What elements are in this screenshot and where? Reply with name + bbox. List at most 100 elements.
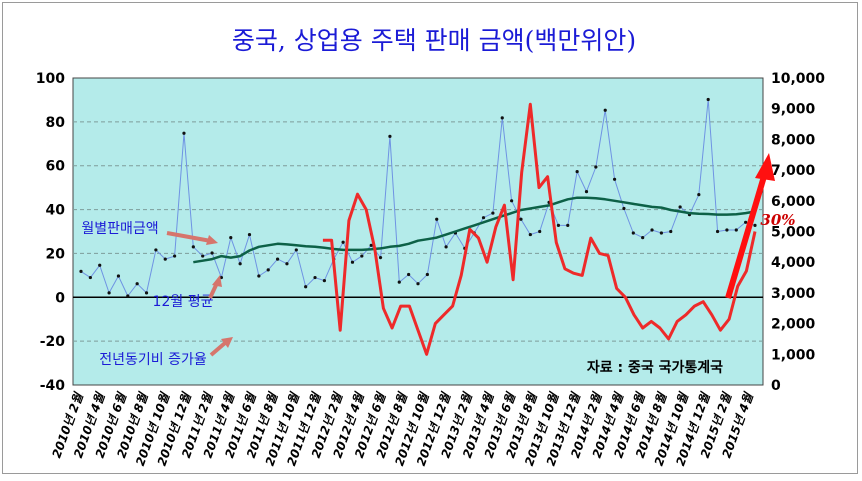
monthly-series-label: 월별판매금액 bbox=[81, 221, 158, 237]
monthly-label-arrow bbox=[166, 231, 212, 243]
series-point-0 bbox=[659, 231, 663, 235]
pct-label: 30% bbox=[760, 211, 795, 229]
yoy-series-label: 전년동기비 증가율 bbox=[99, 352, 207, 368]
right-tick-label: 8,000 bbox=[771, 132, 816, 148]
series-point-0 bbox=[481, 216, 486, 220]
series-point-0 bbox=[238, 262, 242, 266]
series-point-0 bbox=[734, 228, 738, 232]
left-tick-label: 20 bbox=[46, 246, 66, 262]
series-point-0 bbox=[201, 254, 205, 258]
left-tick-label: 100 bbox=[36, 71, 65, 87]
series-point-0 bbox=[725, 228, 729, 232]
series-line-2 bbox=[322, 102, 757, 356]
chart-title: 중국, 상업용 주택 판매 금액(백만위안) bbox=[232, 26, 636, 55]
source-note: 자료 : 중국 국가통계국 bbox=[587, 360, 723, 376]
series-point-0 bbox=[369, 243, 373, 247]
series-point-0 bbox=[510, 199, 514, 203]
series-point-0 bbox=[397, 280, 401, 284]
right-tick-label: 9,000 bbox=[771, 102, 816, 118]
series-point-0 bbox=[285, 262, 289, 266]
series-point-0 bbox=[88, 275, 92, 280]
series-point-0 bbox=[715, 229, 720, 234]
series-point-0 bbox=[173, 254, 177, 258]
series-point-0 bbox=[491, 211, 495, 215]
series-point-0 bbox=[753, 223, 757, 227]
series-point-0 bbox=[229, 236, 233, 240]
series-point-0 bbox=[126, 294, 130, 298]
series-point-0 bbox=[116, 274, 121, 278]
series-point-0 bbox=[154, 248, 158, 252]
series-point-0 bbox=[435, 217, 439, 221]
series-point-0 bbox=[360, 254, 364, 258]
left-tick-label: 60 bbox=[46, 159, 66, 175]
series-point-0 bbox=[697, 193, 701, 197]
chart-svg: -40 -20 0 20 40 60 80 100 0 1,000 2,000 3,000 4,000… bbox=[36, 26, 826, 468]
right-tick-label: 7,000 bbox=[771, 163, 816, 179]
series-point-0 bbox=[538, 229, 542, 234]
series-point-0 bbox=[163, 257, 167, 261]
series-point-0 bbox=[575, 170, 579, 174]
right-tick-label: 6,000 bbox=[771, 194, 816, 210]
series-point-0 bbox=[500, 116, 504, 120]
right-tick-label: 0 bbox=[771, 378, 781, 394]
series-point-0 bbox=[257, 274, 261, 278]
gridlines bbox=[73, 121, 763, 342]
series-point-0 bbox=[678, 205, 682, 209]
monthly-label-arrowhead bbox=[206, 235, 218, 245]
series-point-0 bbox=[407, 272, 411, 277]
series-point-0 bbox=[219, 275, 224, 280]
series-point-0 bbox=[444, 245, 448, 249]
series-point-0 bbox=[378, 255, 383, 260]
right-tick-label: 5,000 bbox=[771, 225, 816, 241]
series-point-0 bbox=[566, 223, 570, 227]
yoy-label-arrow bbox=[209, 341, 227, 357]
avg-series-label: 12월 평균 bbox=[153, 294, 214, 310]
left-tick-label: 40 bbox=[46, 203, 66, 219]
yoy-label-arrowhead bbox=[221, 337, 233, 348]
series-point-0 bbox=[322, 279, 326, 283]
right-tick-label: 3,000 bbox=[771, 286, 816, 302]
series-point-0 bbox=[669, 229, 673, 234]
series-point-0 bbox=[594, 165, 598, 169]
series-point-0 bbox=[388, 134, 392, 138]
right-axis-ticks: 0 1,000 2,000 3,000 4,000 5,000 6,000 7,000 8,00… bbox=[771, 71, 825, 394]
series-layer bbox=[79, 97, 757, 356]
series-point-0 bbox=[744, 220, 748, 224]
series-point-0 bbox=[519, 217, 523, 221]
series-point-0 bbox=[304, 285, 308, 289]
series-point-0 bbox=[79, 269, 83, 274]
series-point-0 bbox=[182, 131, 186, 135]
series-point-0 bbox=[612, 177, 617, 181]
left-tick-label: 0 bbox=[55, 290, 65, 306]
series-point-0 bbox=[416, 282, 420, 286]
series-point-0 bbox=[350, 260, 355, 264]
series-point-0 bbox=[107, 291, 111, 295]
series-point-0 bbox=[98, 263, 102, 267]
right-tick-label: 2,000 bbox=[771, 317, 816, 333]
series-point-0 bbox=[622, 206, 626, 211]
series-point-0 bbox=[210, 251, 214, 255]
series-line-1 bbox=[193, 196, 756, 264]
series-point-0 bbox=[584, 189, 589, 194]
series-point-0 bbox=[603, 108, 607, 112]
trend-arrowhead bbox=[755, 153, 775, 181]
trend-arrow bbox=[725, 172, 768, 299]
series-point-0 bbox=[556, 223, 561, 227]
series-point-0 bbox=[528, 232, 532, 237]
series-point-0 bbox=[631, 231, 635, 235]
series-point-0 bbox=[341, 240, 345, 244]
series-point-0 bbox=[641, 236, 645, 240]
series-point-0 bbox=[706, 97, 710, 102]
series-point-0 bbox=[247, 232, 252, 237]
right-tick-label: 4,000 bbox=[771, 255, 816, 271]
series-point-0 bbox=[313, 275, 317, 280]
left-tick-label: -40 bbox=[40, 378, 66, 394]
series-point-0 bbox=[191, 245, 195, 249]
series-point-0 bbox=[425, 272, 429, 277]
series-point-0 bbox=[135, 282, 139, 286]
left-tick-label: -20 bbox=[40, 334, 66, 350]
avg-label-arrowhead bbox=[212, 275, 222, 287]
series-point-0 bbox=[275, 257, 280, 261]
series-point-0 bbox=[650, 228, 654, 232]
